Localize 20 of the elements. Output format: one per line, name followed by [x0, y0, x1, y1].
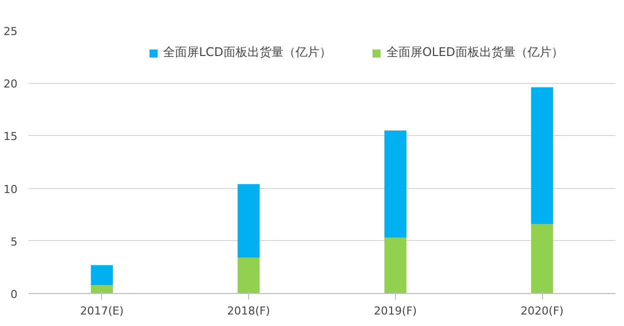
bar: [90, 265, 113, 286]
bar: [384, 238, 406, 294]
bar: [238, 184, 260, 258]
y-tick-label: 10: [4, 182, 18, 196]
y-tick-label: 15: [4, 130, 18, 144]
bar: [531, 224, 554, 294]
legend-label: 全面屏OLED面板出货量（亿片）: [386, 44, 564, 61]
y-tick-label: 20: [4, 78, 18, 91]
bar: [238, 258, 260, 294]
x-tick-label: 2020(F): [520, 304, 564, 318]
legend-label: 全面屏LCD面板出货量（亿片）: [163, 44, 332, 61]
y-tick-label: 0: [10, 288, 18, 301]
x-tick-label: 2019(F): [374, 304, 417, 318]
y-tick-label: 5: [10, 235, 18, 248]
x-tick-label: 2017(E): [80, 304, 124, 318]
x-tick-label: 2018(F): [227, 304, 270, 318]
y-tick-label: 25: [4, 25, 18, 38]
bar: [90, 285, 113, 294]
bar: [531, 87, 554, 224]
bar: [384, 130, 406, 238]
